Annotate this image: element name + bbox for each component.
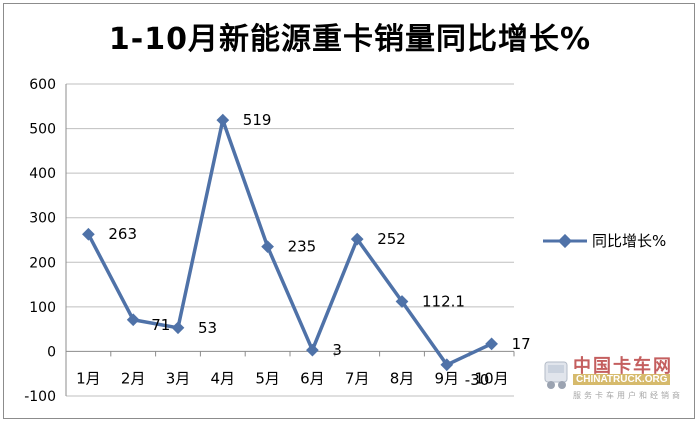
data-label: 17 (512, 335, 531, 353)
data-label: 252 (377, 230, 406, 248)
data-point-marker (82, 227, 95, 241)
x-tick-label: 7月 (345, 369, 370, 387)
y-tick-label: 500 (29, 122, 56, 138)
data-label: 53 (198, 319, 217, 337)
y-tick-label: 400 (29, 166, 56, 182)
data-point-marker (306, 343, 319, 357)
y-tick-label: 300 (29, 211, 56, 227)
legend: 同比增长% (542, 230, 666, 251)
watermark-logo: 中国卡车网 CHINATRUCK.ORG 服务卡车用户和经销商 (543, 352, 693, 407)
data-point-marker (440, 358, 454, 372)
data-label: 263 (108, 225, 137, 243)
x-tick-label: 1月 (76, 369, 101, 387)
x-tick-label: 5月 (255, 369, 280, 387)
data-labels: 263 71 53 519 235 3 252 112.1 -30 17 (108, 111, 530, 389)
y-tick-label: -100 (24, 389, 56, 405)
truck-logo-icon (544, 361, 568, 389)
series-line-path (86, 118, 493, 367)
legend-label: 同比增长% (592, 232, 667, 250)
legend-marker-icon (543, 233, 587, 248)
watermark-brand: 中国卡车网 (573, 356, 673, 377)
data-point-marker (126, 313, 140, 327)
chart-title: 1-10月新能源重卡销量同比增长% (108, 22, 592, 57)
data-label: 112.1 (422, 292, 465, 310)
data-point-marker (395, 295, 409, 308)
data-label: 235 (288, 238, 317, 256)
axes: -100 0 100 200 300 400 500 600 1月 2月 3月 4月 5月 6月 7月 8月 9… (24, 77, 515, 405)
data-point-marker (216, 113, 230, 127)
data-point-marker (171, 321, 185, 335)
y-tick-label: 100 (29, 300, 56, 316)
data-label: 519 (243, 111, 272, 129)
gridlines (66, 83, 514, 397)
data-label: 3 (332, 341, 342, 359)
chart-frame (3, 3, 695, 419)
data-point-marker (485, 337, 498, 351)
watermark-english: CHINATRUCK.ORG (573, 374, 671, 385)
x-tick-label: 3月 (166, 369, 191, 387)
data-label: -30 (465, 371, 490, 389)
x-tick-label: 10月 (475, 369, 509, 387)
watermark-subtitle: 服务卡车用户和经销商 (573, 391, 683, 400)
y-tick-label: 600 (29, 77, 56, 93)
data-point-marker (350, 232, 364, 246)
y-tick-label: 200 (29, 255, 56, 271)
data-label: 71 (151, 316, 170, 334)
series-line (82, 113, 498, 372)
y-tick-label: 0 (47, 344, 56, 360)
x-tick-label: 2月 (121, 369, 146, 387)
data-point-marker (261, 240, 274, 254)
x-tick-label: 8月 (390, 369, 415, 387)
x-tick-label: 9月 (435, 369, 460, 387)
x-tick-label: 6月 (300, 369, 325, 387)
x-tick-label: 4月 (211, 369, 236, 387)
